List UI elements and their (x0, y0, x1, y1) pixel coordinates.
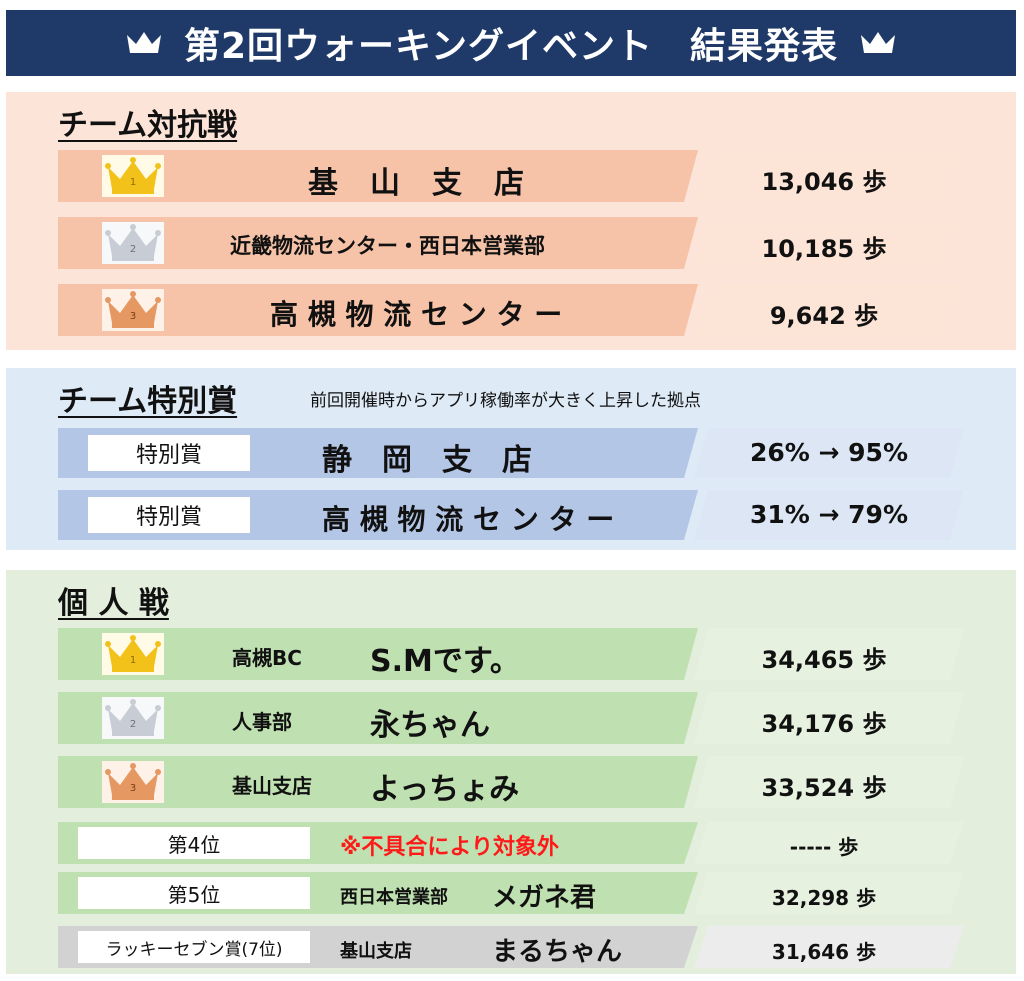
individual-name-bar (58, 628, 698, 680)
individual-dept: 基山支店 (232, 774, 312, 798)
special-section-note: 前回開催時からアプリ稼働率が大きく上昇した拠点 (310, 391, 701, 411)
individual-dept: 基山支店 (340, 941, 412, 962)
rank-label: 第5位 (78, 877, 310, 909)
individual-row: 1 高槻BC S.Mです。 34,465 歩 (58, 628, 966, 680)
team-steps-bar (694, 284, 964, 336)
rank-label: 第4位 (78, 827, 310, 859)
special-section-title: チーム特別賞 (58, 384, 238, 419)
special-rate-bar (694, 490, 964, 540)
individual-row: ラッキーセブン賞(7位) 基山支店 まるちゃん 31,646 歩 (58, 926, 966, 968)
special-award-section: チーム特別賞 前回開催時からアプリ稼働率が大きく上昇した拠点 特別賞 静 岡 支… (6, 368, 1016, 550)
special-rate: 31% → 79% (749, 500, 909, 529)
team-steps: 13,046 歩 (761, 168, 887, 196)
individual-row: 第4位 ※不具合により対象外 ----- 歩 (58, 822, 966, 864)
special-rate-bar (694, 428, 964, 478)
individual-nickname: 永ちゃん (370, 708, 490, 743)
team-steps: 9,642 歩 (769, 302, 879, 330)
individual-steps-bar (694, 692, 964, 744)
individual-nickname: メガネ君 (492, 883, 597, 913)
individual-steps: 34,176 歩 (761, 710, 887, 738)
svg-text:1: 1 (130, 177, 136, 188)
svg-text:2: 2 (130, 244, 136, 255)
individual-steps-bar (694, 926, 964, 968)
individual-name-bar (58, 756, 698, 808)
svg-text:3: 3 (130, 311, 136, 322)
team-name-bar (58, 150, 698, 202)
team-section-title: チーム対抗戦 (58, 108, 238, 143)
excluded-note: ※不具合により対象外 (340, 835, 559, 860)
individual-row: 3 基山支店 よっちょみ 33,524 歩 (58, 756, 966, 808)
individual-steps: 32,298 歩 (771, 886, 877, 910)
team-steps: 10,185 歩 (761, 235, 887, 263)
crown-icon (127, 32, 161, 53)
svg-text:1: 1 (130, 655, 136, 666)
award-label: 特別賞 (88, 497, 250, 533)
team-name-bar (58, 284, 698, 336)
individual-dept: 西日本営業部 (340, 887, 448, 908)
special-row: 特別賞 静 岡 支 店 26% → 95% (58, 428, 966, 478)
individual-steps: 31,646 歩 (771, 940, 877, 964)
individual-steps: 34,465 歩 (761, 646, 887, 674)
team-name: 高 槻 物 流 セ ン タ ー (270, 298, 563, 331)
rank-label: ラッキーセブン賞(7位) (78, 931, 310, 963)
special-row: 特別賞 高 槻 物 流 セ ン タ ー 31% → 79% (58, 490, 966, 540)
special-team-name: 静 岡 支 店 (322, 443, 532, 478)
gold-crown-icon: 1 (102, 633, 164, 675)
team-name-bar (58, 217, 698, 269)
individual-row: 第5位 西日本営業部 メガネ君 32,298 歩 (58, 872, 966, 914)
team-row: 2 近畿物流センター・西日本営業部 10,185 歩 (58, 217, 966, 269)
special-rate: 26% → 95% (749, 438, 909, 467)
silver-crown-icon: 2 (102, 697, 164, 739)
team-row: 3 高 槻 物 流 セ ン タ ー 9,642 歩 (58, 284, 966, 336)
individual-nickname: まるちゃん (492, 937, 623, 967)
bronze-crown-icon: 3 (102, 289, 164, 331)
individual-nickname: S.Mです。 (370, 644, 520, 679)
individual-nickname: よっちょみ (370, 772, 520, 807)
silver-crown-icon: 2 (102, 222, 164, 264)
team-name: 基 山 支 店 (308, 166, 525, 201)
individual-steps: 33,524 歩 (761, 774, 887, 802)
individual-section-title: 個 人 戦 (58, 586, 169, 621)
individual-steps-bar (694, 756, 964, 808)
team-steps-bar (694, 217, 964, 269)
individual-dept: 人事部 (232, 710, 292, 734)
header-banner: 第2回ウォーキングイベント 結果発表 (6, 10, 1016, 76)
team-row: 1 基 山 支 店 13,046 歩 (58, 150, 966, 202)
special-team-name: 高 槻 物 流 セ ン タ ー (322, 503, 615, 536)
team-steps-bar (694, 150, 964, 202)
individual-dept: 高槻BC (232, 646, 302, 670)
individual-section: 個 人 戦 1 高槻BC S.Mです。 34,465 歩 2 人事部 永ちゃん … (6, 570, 1016, 974)
team-name: 近畿物流センター・西日本営業部 (230, 234, 545, 258)
individual-steps-bar (694, 822, 964, 864)
award-label: 特別賞 (88, 435, 250, 471)
individual-row: 2 人事部 永ちゃん 34,176 歩 (58, 692, 966, 744)
individual-steps-bar (694, 628, 964, 680)
bronze-crown-icon: 3 (102, 761, 164, 803)
gold-crown-icon: 1 (102, 155, 164, 197)
individual-steps: ----- 歩 (789, 835, 859, 859)
page-title: 第2回ウォーキングイベント 結果発表 (184, 26, 838, 67)
crown-icon (860, 32, 895, 53)
svg-text:3: 3 (130, 783, 136, 794)
individual-name-bar (58, 692, 698, 744)
individual-steps-bar (694, 872, 964, 914)
svg-text:2: 2 (130, 719, 136, 730)
team-section: チーム対抗戦 1 基 山 支 店 13,046 歩 2 近畿物流センター・西日本… (6, 92, 1016, 350)
